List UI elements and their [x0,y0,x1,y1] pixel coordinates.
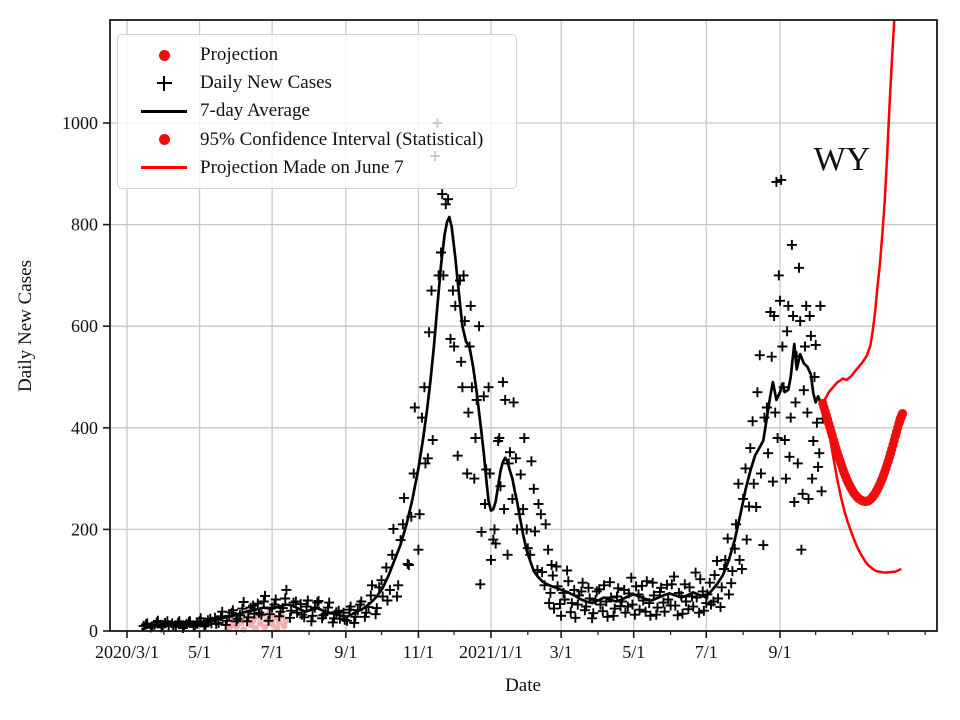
x-tick-label: 3/1 [550,642,573,662]
legend-row-june7-projection: Projection Made on June 7 [128,154,506,181]
seven-day-average-line [141,215,825,631]
legend-row-7day-average: 7-day Average [128,98,506,125]
legend-label: Projection Made on June 7 [200,156,404,178]
legend-row-daily-new-cases: Daily New Cases [128,70,506,97]
x-tick-label: 5/1 [622,642,645,662]
red-dot-marker-icon [128,49,200,61]
legend-label: Projection [200,44,279,66]
legend-label: 95% Confidence Interval (Statistical) [200,128,484,150]
state-annotation: WY [814,141,871,178]
legend-row-projection: Projection [128,42,506,69]
y-tick-label: 400 [71,418,98,438]
y-tick-label: 0 [89,621,98,641]
projection-dots [818,398,908,507]
legend: Projection Daily New Cases 7-day Average… [117,34,517,189]
x-tick-label: 2021/1/1 [459,642,523,662]
y-tick-label: 1000 [62,113,98,133]
legend-label: 7-day Average [200,100,310,122]
daily-new-cases-scatter [138,118,828,633]
y-tick-label: 200 [71,519,98,539]
june7-projection-lines [821,20,902,574]
black-line-marker-icon [128,109,200,114]
legend-label: Daily New Cases [200,72,332,94]
x-tick-label: 7/1 [695,642,718,662]
x-tick-label: 5/1 [188,642,211,662]
y-tick-label: 800 [71,215,98,235]
x-tick-label: 11/1 [403,642,434,662]
red-dot-marker-icon [128,134,200,146]
x-tick-label: 7/1 [261,642,284,662]
y-tick-label: 600 [71,316,98,336]
x-axis-title: Date [505,675,541,696]
red-line-marker-icon [128,166,200,170]
axes-and-ticks: 2020/3/1 5/1 7/1 9/1 11/1 2021/1/1 3/1 5/1 7/1 9/… [62,19,938,662]
plus-marker-icon [128,75,200,91]
x-tick-label: 2020/3/1 [95,642,159,662]
x-tick-label: 9/1 [334,642,357,662]
x-tick-label: 9/1 [768,642,791,662]
y-axis-title: Daily New Cases [15,260,36,392]
legend-row-confidence-interval: 95% Confidence Interval (Statistical) [128,126,506,153]
